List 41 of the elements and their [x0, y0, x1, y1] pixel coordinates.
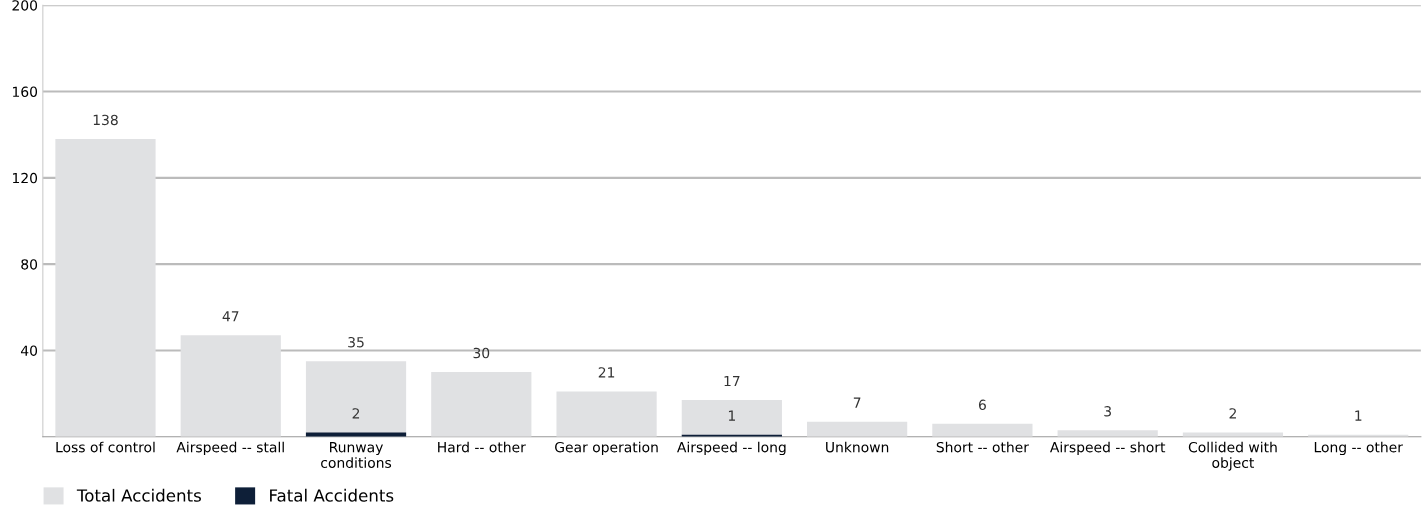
bar [55, 139, 156, 437]
bar [1057, 430, 1158, 437]
data-label: 47 [222, 311, 239, 322]
x-tick-label: Airspeed -- long [677, 441, 786, 456]
bar [1182, 432, 1284, 437]
data-label: 30 [473, 347, 490, 359]
y-tick-label: 160 [12, 86, 38, 97]
bar [431, 372, 532, 437]
data-label: 6 [978, 399, 986, 411]
bar [807, 421, 908, 437]
y-tick-label: 200 [12, 0, 38, 11]
data-label: 1 [728, 410, 735, 421]
legend-label: Total Accidents [76, 488, 201, 502]
x-tick-label: Collided with object [1188, 441, 1277, 471]
x-tick-label: Hard -- other [438, 441, 526, 453]
data-label: 7 [853, 397, 861, 408]
data-label: 138 [93, 114, 118, 126]
x-tick-label: Airspeed -- stall [176, 441, 284, 456]
data-label: 2 [352, 408, 360, 419]
legend-label: Fatal Accidents [270, 488, 394, 502]
bar [180, 335, 281, 437]
data-label: 17 [724, 375, 740, 387]
x-tick-label: Airspeed -- short [1050, 441, 1166, 456]
bar [681, 400, 782, 437]
x-tick-label: Long -- other [1314, 441, 1403, 456]
data-label: 35 [348, 336, 364, 348]
x-tick-label: Runway conditions [321, 442, 392, 468]
x-tick-label: Unknown [826, 441, 889, 453]
bar [556, 391, 657, 437]
y-tick-label: 120 [12, 172, 38, 184]
data-label: 3 [1104, 406, 1111, 417]
data-label: 21 [598, 367, 615, 378]
y-tick-label: 80 [21, 259, 38, 270]
x-tick-label: Short -- other [936, 441, 1029, 453]
bar [932, 423, 1033, 437]
bar [305, 432, 407, 437]
x-tick-label: Loss of control [56, 441, 155, 453]
x-tick-label: Gear operation [555, 441, 658, 456]
y-tick-label: 40 [20, 345, 38, 356]
data-label: 1 [1355, 410, 1362, 421]
data-label: 2 [1229, 408, 1236, 419]
